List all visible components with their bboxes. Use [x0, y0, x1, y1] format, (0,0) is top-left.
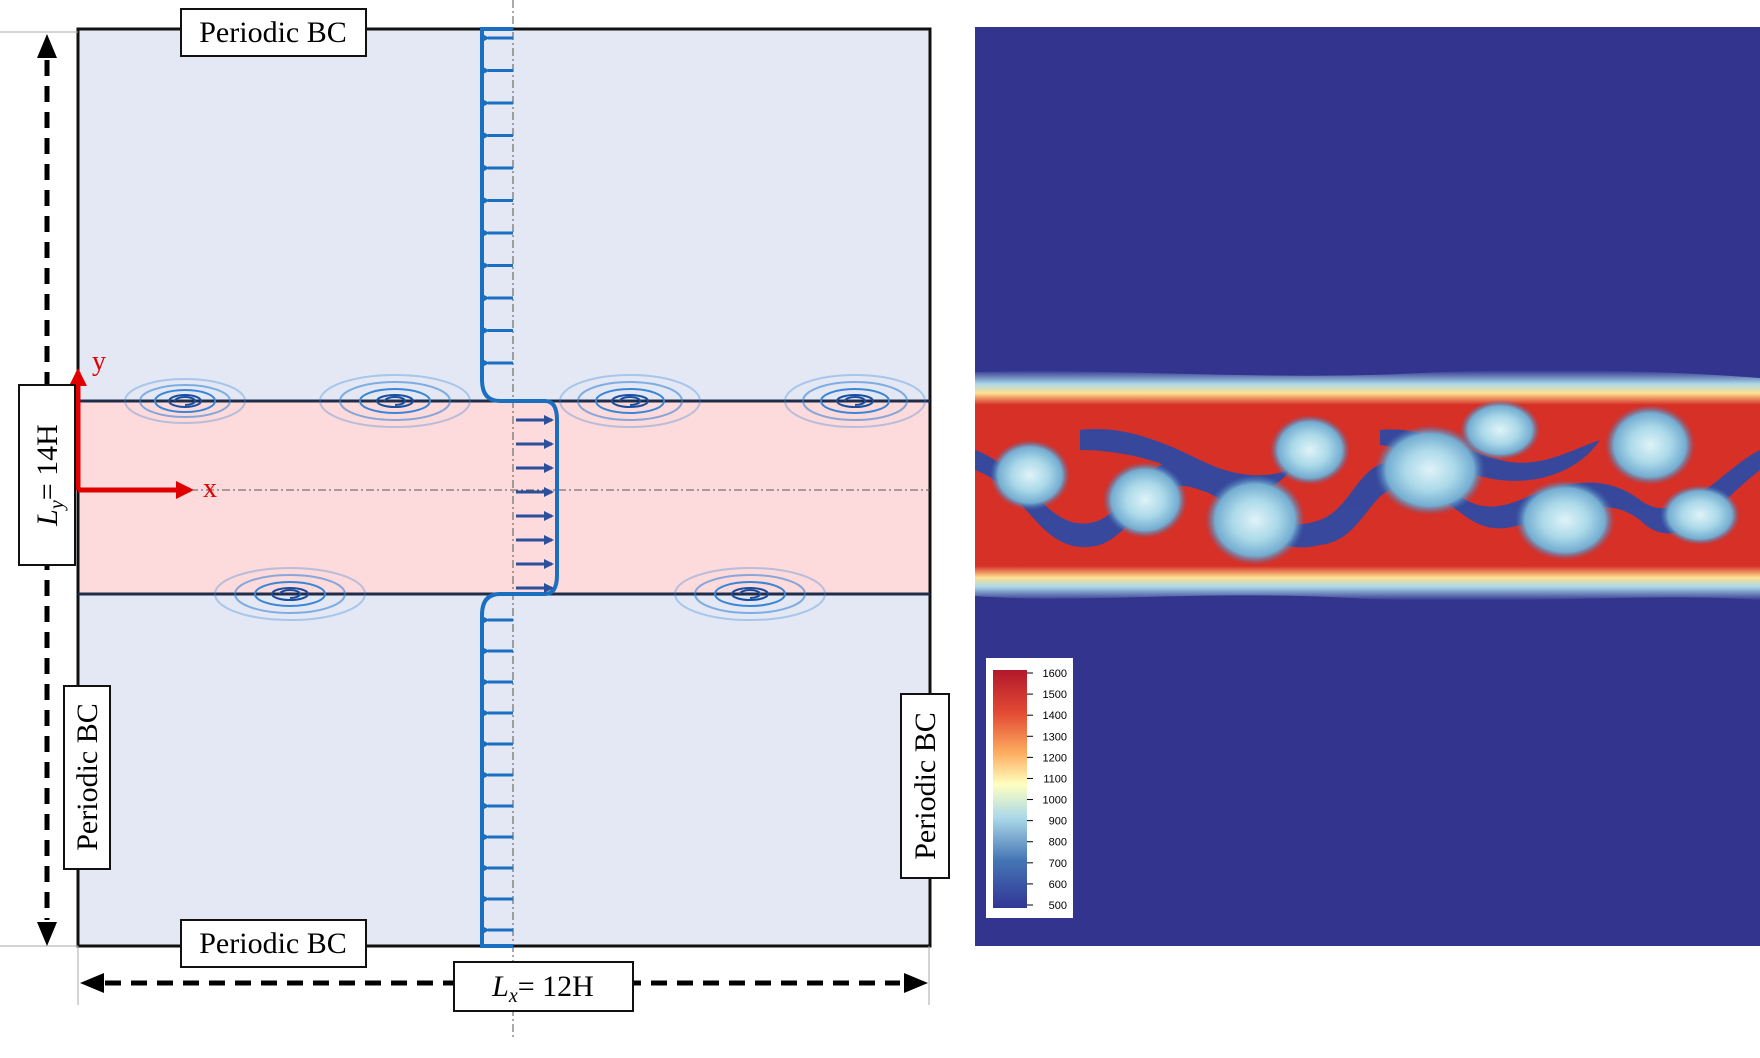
lx-label: Lx= 12H: [491, 970, 594, 1007]
colorbar-ticks: 1600 1500 1400 1300 1200 1100 1000 900 800 700 600…: [1027, 668, 1067, 912]
domain-schematic: x y Periodic BC Periodic BC: [0, 0, 950, 1040]
colorbar-tick-label: 600: [1049, 879, 1067, 891]
lx-label-box: Lx= 12H: [453, 961, 634, 1012]
ly-var: L: [31, 509, 64, 527]
lx-rest: = 12H: [518, 970, 594, 1003]
lx-var: L: [491, 970, 509, 1003]
vortex-icon: [124, 374, 926, 621]
ly-label: Ly= 14H: [31, 424, 68, 527]
velocity-arrows: [480, 33, 554, 935]
colorbar-tick-label: 1600: [1043, 668, 1067, 680]
top-bc-label: Periodic BC: [199, 16, 347, 49]
colorbar-tick-label: 1100: [1043, 773, 1067, 785]
top-bc-box: Periodic BC: [180, 8, 367, 57]
left-bc-label: Periodic BC: [71, 703, 104, 851]
eddy-icons: [990, 400, 1740, 565]
coordinate-axes: x y: [69, 346, 217, 504]
colorbar-tick-label: 1400: [1043, 710, 1067, 722]
colorbar-tick-label: 900: [1049, 816, 1067, 828]
colorbar-tick-label: 1000: [1043, 795, 1067, 807]
temperature-field: 1600 1500 1400 1300 1200 1100 1000 900 800 700 600…: [975, 27, 1760, 946]
colorbar-tick-label: 700: [1049, 858, 1067, 870]
right-bc-label: Periodic BC: [909, 712, 942, 860]
colorbar-tick-label: 500: [1049, 900, 1067, 912]
colorbar-tick-label: 800: [1049, 837, 1067, 849]
colorbar-gradient: [993, 670, 1027, 908]
colorbar-tick-label: 1200: [1043, 752, 1067, 764]
bottom-bc-label: Periodic BC: [199, 927, 347, 960]
colorbar: 1600 1500 1400 1300 1200 1100 1000 900 800 700 600…: [986, 658, 1073, 918]
axis-y-label: y: [92, 346, 106, 377]
colorbar-tick-label: 1300: [1043, 731, 1067, 743]
lx-sub: x: [508, 985, 518, 1007]
bottom-bc-box: Periodic BC: [180, 919, 367, 968]
ly-sub: y: [46, 500, 68, 511]
ly-rest: = 14H: [31, 424, 64, 500]
velocity-profile-curve: [480, 27, 559, 948]
ly-label-box: Ly= 14H: [18, 384, 76, 566]
left-bc-box: Periodic BC: [63, 685, 111, 870]
right-bc-box: Periodic BC: [900, 693, 950, 879]
jet-region: [76, 399, 932, 596]
axis-x-label: x: [203, 473, 217, 504]
colorbar-tick-label: 1500: [1043, 689, 1067, 701]
